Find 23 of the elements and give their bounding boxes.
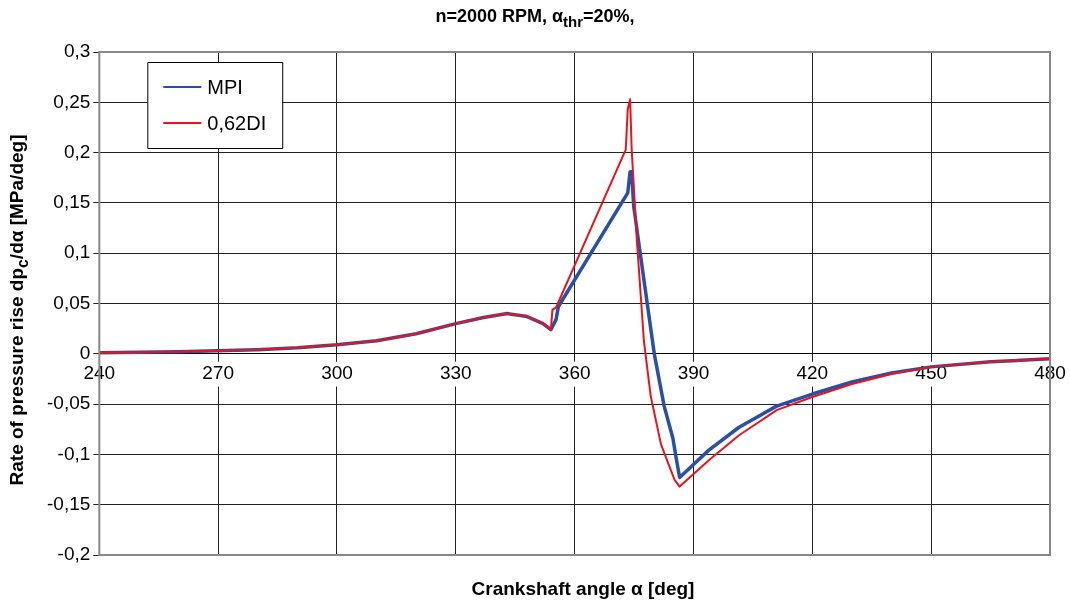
- x-tick-label: 420: [796, 362, 829, 384]
- x-tick-label: 330: [439, 362, 472, 384]
- x-tick-label: 360: [558, 362, 591, 384]
- legend-label: 0,62DI: [207, 111, 267, 134]
- x-tick-label: 240: [83, 362, 116, 384]
- y-tick-label: -0,2: [57, 543, 91, 565]
- chart-title: n=2000 RPM, α$_{thr}$=20%,: [434, 6, 636, 30]
- y-tick-label: 0,3: [63, 40, 91, 62]
- x-tick-label: 270: [202, 362, 234, 384]
- y-tick-label: 0,05: [53, 291, 91, 313]
- x-tick-label: 390: [677, 362, 710, 384]
- y-tick-label: -0,1: [57, 442, 91, 464]
- y-tick-label: -0,15: [46, 492, 91, 514]
- y-tick-label: 0,25: [53, 90, 91, 112]
- y-tick-label: -0,05: [46, 392, 91, 414]
- y-tick-label: 0: [79, 342, 91, 364]
- x-axis-title: Crankshaft angle α [deg]: [470, 578, 696, 600]
- y-tick-label: 0,2: [63, 140, 91, 162]
- x-tick-label: 300: [321, 362, 353, 384]
- x-tick-label: 480: [1034, 362, 1066, 384]
- y-tick-label: 0,15: [53, 191, 91, 213]
- y-tick-label: 0,1: [63, 241, 91, 263]
- legend-label: MPI: [207, 75, 243, 98]
